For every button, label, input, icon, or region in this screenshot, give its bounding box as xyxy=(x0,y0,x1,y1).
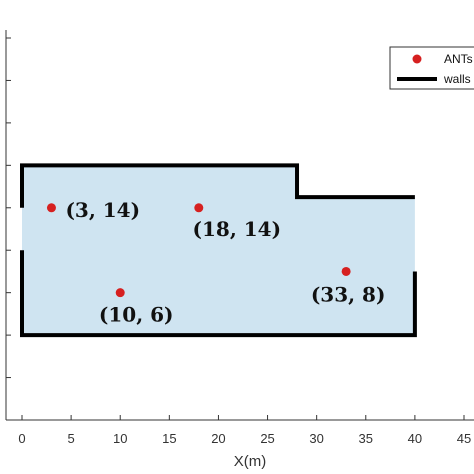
ant-point-label: (33, 8) xyxy=(311,282,386,306)
x-tick-label: 20 xyxy=(211,431,225,446)
plot-area: (3, 14) (18, 14) (10, 6) (33, 8) xyxy=(20,163,417,338)
x-tick-label: 40 xyxy=(408,431,422,446)
ant-point-label: (3, 14) xyxy=(65,198,140,222)
ant-point-label: (18, 14) xyxy=(193,217,282,241)
x-tick-label: 25 xyxy=(260,431,274,446)
legend-wall-label: walls xyxy=(443,72,471,86)
x-tick-label: 10 xyxy=(113,431,127,446)
x-tick-label: 15 xyxy=(162,431,176,446)
axes xyxy=(5,30,474,421)
x-ticks: 0 5 10 15 20 25 30 35 40 45 xyxy=(18,415,471,446)
y-ticks xyxy=(6,37,11,421)
ant-point xyxy=(194,203,204,213)
legend-ant-marker xyxy=(412,54,422,64)
room-area xyxy=(22,165,415,336)
x-axis-label: X(m) xyxy=(234,453,267,470)
ant-point xyxy=(46,203,56,213)
x-tick-label: 30 xyxy=(309,431,323,446)
legend-box xyxy=(389,46,474,90)
x-tick-label: 45 xyxy=(457,431,471,446)
wall-segment xyxy=(20,250,417,338)
ant-point-label: (10, 6) xyxy=(99,303,174,327)
x-tick-label: 35 xyxy=(359,431,373,446)
x-tick-label: 0 xyxy=(18,431,25,446)
wall-segment xyxy=(20,163,415,208)
x-tick-label: 5 xyxy=(67,431,74,446)
legend-ant-label: ANTs xyxy=(444,52,473,66)
ant-point xyxy=(341,266,351,276)
ant-point xyxy=(115,288,125,298)
legend: ANTs walls xyxy=(389,46,474,90)
